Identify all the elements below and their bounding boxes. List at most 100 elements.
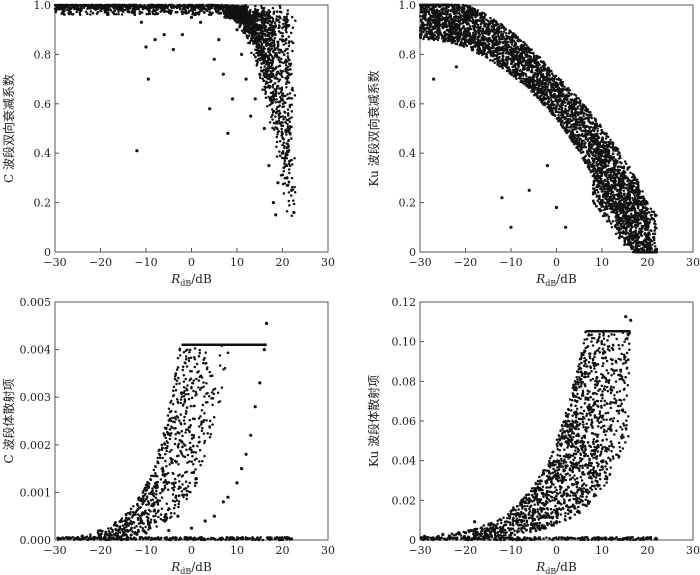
cloud-point xyxy=(268,77,272,81)
cloud-point xyxy=(270,34,274,37)
cloud-point xyxy=(99,7,103,11)
cloud-point xyxy=(243,30,247,33)
cloud-point xyxy=(267,8,271,12)
cloud-point xyxy=(292,202,296,206)
cloud-point xyxy=(143,5,147,9)
y-tick-label: 0.2 xyxy=(399,197,417,210)
cloud-point xyxy=(272,10,276,13)
cloud-point xyxy=(276,55,279,58)
cloud-point xyxy=(124,4,127,7)
cloud-point xyxy=(480,32,484,35)
cloud-point xyxy=(286,13,289,16)
scatter-cloud xyxy=(418,3,658,254)
cloud-point xyxy=(286,93,289,96)
cloud-point xyxy=(254,37,257,40)
x-tick-label: −30 xyxy=(43,256,66,269)
cloud-point xyxy=(275,108,278,111)
data-point xyxy=(117,7,121,11)
cloud-point xyxy=(164,5,167,9)
cloud-point xyxy=(256,8,260,12)
cloud-point xyxy=(261,17,265,21)
y-tick-label: 0.6 xyxy=(399,98,417,111)
cloud-point xyxy=(260,34,263,37)
cloud-point xyxy=(176,5,180,9)
data-point xyxy=(208,107,212,111)
cloud-point xyxy=(289,158,292,162)
cloud-point xyxy=(288,92,292,95)
cloud-point xyxy=(493,61,496,65)
cloud-point xyxy=(283,15,286,19)
data-point xyxy=(146,77,150,81)
cloud-point xyxy=(290,88,294,91)
cloud-point xyxy=(138,12,142,16)
cloud-point xyxy=(121,8,125,11)
cloud-point xyxy=(265,80,268,83)
cloud-point xyxy=(281,32,284,35)
cloud-point xyxy=(79,9,82,13)
cloud-point xyxy=(540,80,543,84)
cloud-point xyxy=(289,132,292,136)
cloud-point xyxy=(286,52,289,55)
cloud-point xyxy=(219,6,223,9)
cloud-point xyxy=(270,47,273,50)
data-point xyxy=(262,126,266,131)
cloud-point xyxy=(124,8,127,12)
cloud-point xyxy=(456,12,459,15)
cloud-point xyxy=(259,45,263,48)
cloud-point xyxy=(274,100,277,104)
cloud-point xyxy=(273,77,277,80)
cloud-point xyxy=(448,14,451,17)
cloud-point xyxy=(252,53,256,57)
cloud-point xyxy=(560,84,564,88)
cloud-point xyxy=(245,34,249,37)
cloud-point xyxy=(605,144,609,148)
data-point xyxy=(221,72,225,76)
cloud-point xyxy=(60,12,63,15)
data-point xyxy=(274,213,278,217)
cloud-point xyxy=(284,101,287,104)
cloud-point xyxy=(568,125,572,129)
cloud-point xyxy=(277,119,281,123)
cloud-point xyxy=(71,13,74,16)
cloud-point xyxy=(244,19,248,22)
cloud-point xyxy=(566,102,570,106)
cloud-point xyxy=(261,9,265,13)
cloud-point xyxy=(264,92,267,96)
cloud-point xyxy=(629,171,632,174)
y-tick-label: 0.2 xyxy=(34,197,52,210)
cloud-point xyxy=(271,59,275,63)
cloud-point xyxy=(233,6,236,10)
cloud-point xyxy=(287,57,290,60)
cloud-point xyxy=(624,186,627,190)
cloud-point xyxy=(271,113,274,117)
cloud-point xyxy=(279,16,282,20)
cloud-point xyxy=(265,74,268,78)
cloud-point xyxy=(277,18,280,22)
cloud-point xyxy=(560,102,563,106)
cloud-point xyxy=(277,129,281,133)
cloud-point xyxy=(278,64,282,67)
data-point xyxy=(292,210,296,215)
cloud-point xyxy=(273,47,277,50)
cloud-point xyxy=(247,34,251,38)
cloud-point xyxy=(285,142,288,145)
data-point xyxy=(271,201,275,205)
cloud-point xyxy=(282,22,285,26)
cloud-point xyxy=(265,30,268,33)
cloud-point xyxy=(276,77,279,80)
cloud-point xyxy=(284,63,288,67)
cloud-point xyxy=(151,12,155,15)
cloud-point xyxy=(286,25,289,28)
cloud-point xyxy=(281,115,285,118)
cloud-point xyxy=(80,3,84,7)
cloud-point xyxy=(197,7,200,10)
cloud-point xyxy=(274,32,277,35)
cloud-point xyxy=(278,25,281,29)
cloud-point xyxy=(187,11,190,15)
cloud-point xyxy=(242,6,245,9)
cloud-point xyxy=(278,38,282,41)
cloud-point xyxy=(78,13,82,17)
cloud-point xyxy=(257,42,260,46)
cloud-point xyxy=(229,13,232,17)
